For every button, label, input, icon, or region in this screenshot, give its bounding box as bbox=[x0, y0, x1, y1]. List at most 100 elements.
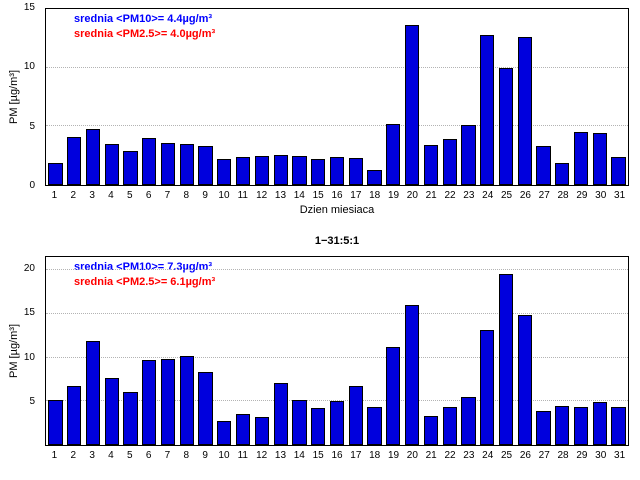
bar-day-26 bbox=[517, 314, 532, 445]
bar-day-28 bbox=[555, 162, 570, 185]
x-tick-label: 28 bbox=[557, 190, 569, 201]
gridline bbox=[46, 66, 628, 68]
x-tick-label: 20 bbox=[406, 190, 418, 201]
bar-day-26 bbox=[517, 37, 532, 185]
x-tick-label: 13 bbox=[274, 450, 287, 461]
chart-title: 1−31:5:1 bbox=[314, 235, 360, 247]
x-tick-label: 23 bbox=[463, 190, 475, 201]
x-tick-label: 24 bbox=[482, 450, 494, 461]
x-tick-label: 11 bbox=[237, 450, 248, 461]
bar-day-25 bbox=[498, 273, 514, 445]
bar-day-18 bbox=[367, 406, 382, 445]
x-tick-label: 16 bbox=[331, 190, 343, 201]
x-tick-label: 1 bbox=[51, 190, 58, 201]
x-tick-label: 6 bbox=[145, 190, 152, 201]
bar-day-27 bbox=[536, 410, 551, 445]
gridline bbox=[46, 312, 628, 314]
chart-pm-bottom: 1−31:5:1 PM [µg/m³] 5 10 15 20 srednia <PM1… bbox=[0, 232, 640, 480]
x-tick-label: 16 bbox=[331, 450, 343, 461]
bar-day-11 bbox=[235, 156, 251, 185]
bar-day-27 bbox=[536, 146, 551, 185]
bar-day-17 bbox=[348, 386, 363, 445]
x-tick-label: 17 bbox=[350, 190, 362, 201]
bar-day-22 bbox=[442, 407, 457, 445]
bar-day-17 bbox=[348, 158, 363, 185]
bar-day-10 bbox=[217, 421, 232, 445]
bar-day-29 bbox=[573, 132, 589, 185]
x-tick-label: 4 bbox=[108, 190, 114, 201]
bar-day-2 bbox=[67, 386, 82, 445]
bar-day-2 bbox=[67, 136, 82, 185]
x-tick-label: 19 bbox=[387, 450, 400, 461]
gridline bbox=[46, 356, 628, 358]
x-tick-label: 22 bbox=[444, 190, 456, 201]
x-tick-label: 20 bbox=[406, 450, 418, 461]
x-tick-label: 2 bbox=[70, 450, 77, 461]
bar-day-1 bbox=[48, 162, 63, 185]
x-tick-label: 11 bbox=[237, 190, 248, 201]
x-tick-label: 7 bbox=[164, 450, 171, 461]
bar-day-9 bbox=[198, 371, 213, 445]
mean-pm25-annotation: srednia <PM2.5>= 6.1µg/m³ bbox=[74, 276, 216, 288]
x-tick-label: 2 bbox=[70, 190, 77, 201]
bar-day-24 bbox=[480, 34, 495, 185]
bar-day-29 bbox=[573, 406, 589, 445]
mean-annotations: srednia <PM10>= 7.3µg/m³ srednia <PM2.5>… bbox=[74, 260, 215, 290]
bar-day-22 bbox=[442, 139, 457, 185]
y-axis: 5 10 15 20 bbox=[0, 256, 41, 446]
bar-day-28 bbox=[555, 405, 570, 445]
bar-day-31 bbox=[611, 156, 626, 185]
bar-day-19 bbox=[386, 347, 401, 445]
x-tick-label: 25 bbox=[500, 190, 513, 201]
y-tick-label: 10 bbox=[23, 351, 35, 363]
x-tick-label: 31 bbox=[614, 190, 626, 201]
x-tick-label: 3 bbox=[89, 450, 95, 461]
x-tick-label: 29 bbox=[576, 450, 588, 461]
x-tick-label: 13 bbox=[274, 190, 287, 201]
plot-area: srednia <PM10>= 4.4µg/m³ srednia <PM2.5>… bbox=[45, 8, 629, 186]
x-tick-label: 5 bbox=[126, 450, 133, 461]
bar-day-24 bbox=[480, 329, 495, 445]
gridline bbox=[46, 269, 628, 271]
x-tick-label: 14 bbox=[293, 450, 305, 461]
bar-day-20 bbox=[404, 25, 420, 185]
mean-pm10-annotation: srednia <PM10>= 4.4µg/m³ bbox=[74, 13, 213, 25]
bar-day-20 bbox=[404, 305, 420, 445]
x-tick-label: 27 bbox=[538, 450, 550, 461]
bar-day-10 bbox=[217, 159, 232, 185]
x-tick-label: 28 bbox=[557, 450, 569, 461]
x-tick-label: 9 bbox=[202, 190, 208, 201]
x-tick-label: 14 bbox=[293, 190, 305, 201]
bar-day-18 bbox=[367, 169, 382, 185]
bar-day-13 bbox=[273, 154, 288, 185]
x-axis: 1 2 3 4 5 6 7 8 9 10 11 12 13 14 15 16 17 18 19 20 21 22 23 24 2… bbox=[45, 189, 629, 203]
x-tick-label: 30 bbox=[595, 190, 607, 201]
x-tick-label: 22 bbox=[444, 450, 456, 461]
bar-day-4 bbox=[104, 377, 119, 445]
bar-day-3 bbox=[85, 128, 101, 185]
x-tick-label: 5 bbox=[126, 190, 133, 201]
x-tick-label: 8 bbox=[183, 450, 190, 461]
bar-day-1 bbox=[48, 400, 63, 445]
bar-day-16 bbox=[329, 401, 345, 445]
bar-day-3 bbox=[85, 340, 101, 445]
y-axis: 0 5 10 15 bbox=[0, 3, 41, 191]
mean-annotations: srednia <PM10>= 4.4µg/m³ srednia <PM2.5>… bbox=[74, 12, 215, 42]
bar-day-23 bbox=[461, 125, 476, 185]
x-tick-label: 6 bbox=[145, 450, 152, 461]
bar-day-31 bbox=[611, 406, 626, 445]
x-tick-label: 9 bbox=[202, 450, 208, 461]
x-tick-label: 29 bbox=[576, 190, 588, 201]
bar-day-9 bbox=[198, 146, 213, 185]
x-axis-label: Dzien miesiaca bbox=[299, 204, 375, 216]
x-tick-label: 26 bbox=[519, 450, 531, 461]
x-tick-label: 19 bbox=[387, 190, 400, 201]
x-tick-label: 25 bbox=[500, 450, 513, 461]
bar-day-25 bbox=[498, 67, 514, 185]
bar-day-14 bbox=[292, 155, 307, 185]
x-tick-label: 8 bbox=[183, 190, 190, 201]
bar-day-5 bbox=[123, 150, 138, 185]
bar-day-12 bbox=[254, 417, 270, 445]
bar-day-13 bbox=[273, 382, 288, 445]
